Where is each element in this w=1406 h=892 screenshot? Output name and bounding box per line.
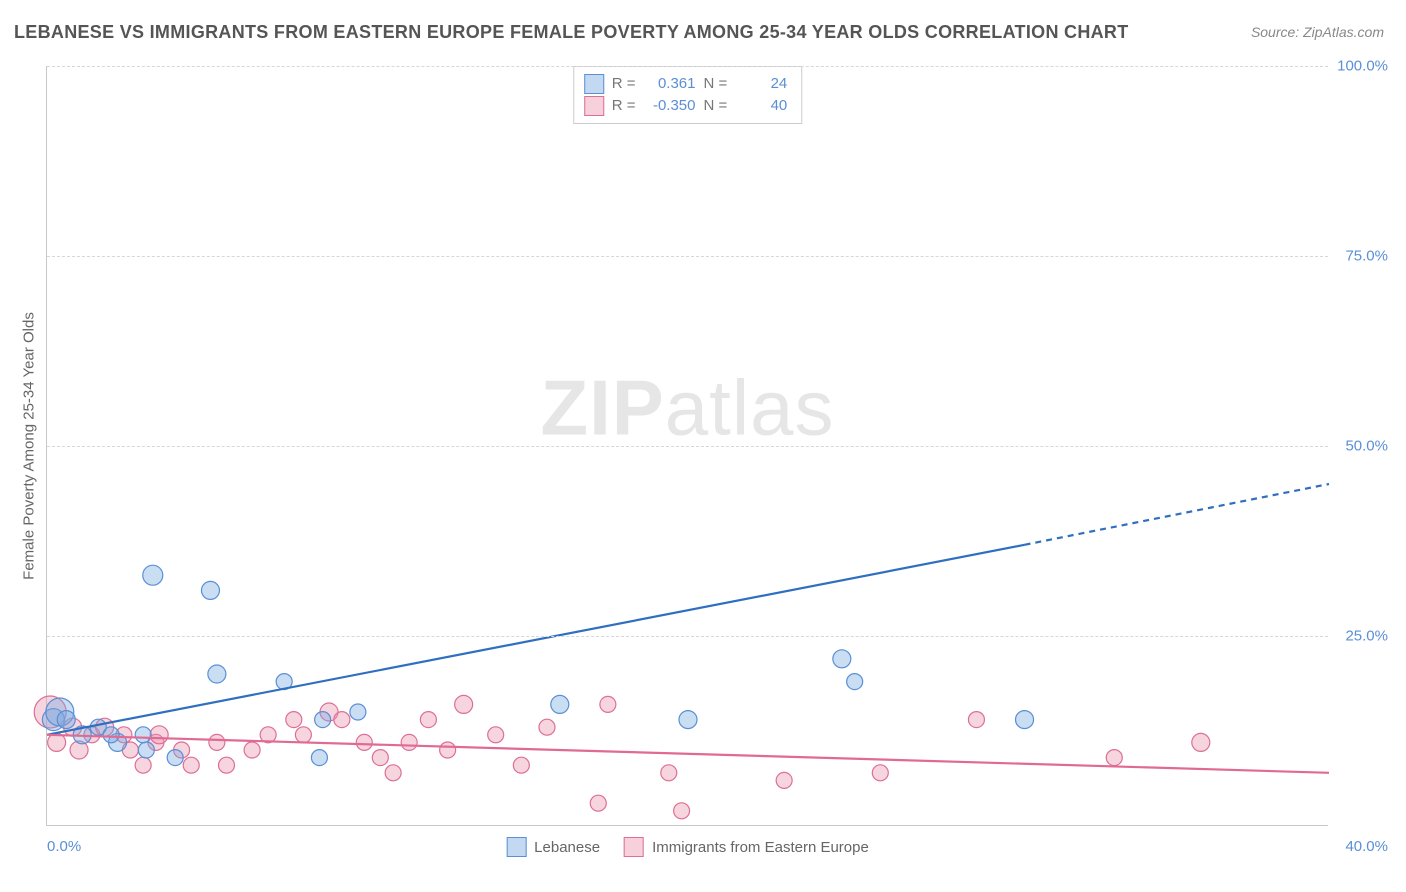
scatter-point-immigrants [513, 757, 529, 773]
scatter-point-immigrants [295, 727, 311, 743]
scatter-point-immigrants [286, 712, 302, 728]
y-tick-label: 100.0% [1332, 58, 1388, 75]
legend-swatch-immigrants [624, 837, 644, 857]
scatter-point-immigrants [218, 757, 234, 773]
gridline [47, 256, 1328, 257]
scatter-point-lebanese [57, 711, 75, 729]
source-attribution: Source: ZipAtlas.com [1251, 24, 1384, 40]
series-legend: Lebanese Immigrants from Eastern Europe [506, 837, 869, 857]
chart-container: LEBANESE VS IMMIGRANTS FROM EASTERN EURO… [0, 0, 1406, 892]
scatter-point-immigrants [183, 757, 199, 773]
y-axis-label: Female Poverty Among 25-34 Year Olds [21, 312, 38, 580]
scatter-point-immigrants [1192, 733, 1210, 751]
gridline [47, 66, 1328, 67]
y-tick-label: 75.0% [1332, 248, 1388, 265]
scatter-point-lebanese [143, 565, 163, 585]
scatter-point-lebanese [201, 581, 219, 599]
x-tick-max: 40.0% [1345, 838, 1388, 855]
scatter-point-immigrants [455, 695, 473, 713]
scatter-point-immigrants [600, 696, 616, 712]
trend-line-lebanese [47, 545, 1025, 735]
scatter-point-immigrants [401, 734, 417, 750]
scatter-point-immigrants [539, 719, 555, 735]
scatter-point-lebanese [103, 727, 119, 743]
scatter-point-immigrants [661, 765, 677, 781]
plot-area: Female Poverty Among 25-34 Year Olds ZIP… [46, 66, 1328, 826]
scatter-point-immigrants [150, 726, 168, 744]
gridline [47, 446, 1328, 447]
scatter-point-lebanese [167, 750, 183, 766]
gridline [47, 636, 1328, 637]
scatter-point-lebanese [311, 750, 327, 766]
scatter-point-immigrants [1106, 750, 1122, 766]
scatter-point-immigrants [135, 757, 151, 773]
scatter-point-lebanese [833, 650, 851, 668]
legend-item-immigrants: Immigrants from Eastern Europe [624, 837, 869, 857]
scatter-point-immigrants [968, 712, 984, 728]
scatter-point-lebanese [315, 712, 331, 728]
scatter-point-immigrants [440, 742, 456, 758]
legend-item-lebanese: Lebanese [506, 837, 600, 857]
scatter-point-immigrants [590, 795, 606, 811]
legend-swatch-lebanese [506, 837, 526, 857]
scatter-point-lebanese [1016, 711, 1034, 729]
scatter-point-immigrants [385, 765, 401, 781]
y-tick-label: 50.0% [1332, 438, 1388, 455]
scatter-point-immigrants [372, 750, 388, 766]
scatter-point-immigrants [356, 734, 372, 750]
scatter-point-lebanese [350, 704, 366, 720]
scatter-point-lebanese [135, 727, 151, 743]
scatter-point-immigrants [776, 772, 792, 788]
chart-title: LEBANESE VS IMMIGRANTS FROM EASTERN EURO… [14, 22, 1129, 43]
scatter-point-immigrants [334, 712, 350, 728]
scatter-point-lebanese [208, 665, 226, 683]
scatter-point-immigrants [244, 742, 260, 758]
scatter-point-immigrants [209, 734, 225, 750]
scatter-point-lebanese [679, 711, 697, 729]
y-tick-label: 25.0% [1332, 628, 1388, 645]
scatter-point-lebanese [551, 695, 569, 713]
scatter-point-immigrants [488, 727, 504, 743]
legend-label-immigrants: Immigrants from Eastern Europe [652, 839, 869, 856]
scatter-point-lebanese [138, 742, 154, 758]
trend-line-lebanese-extrapolated [1025, 484, 1329, 545]
legend-label-lebanese: Lebanese [534, 839, 600, 856]
scatter-point-lebanese [847, 674, 863, 690]
scatter-point-immigrants [872, 765, 888, 781]
scatter-point-immigrants [420, 712, 436, 728]
scatter-point-immigrants [674, 803, 690, 819]
x-tick-min: 0.0% [47, 838, 81, 855]
trend-line-immigrants [47, 735, 1329, 773]
